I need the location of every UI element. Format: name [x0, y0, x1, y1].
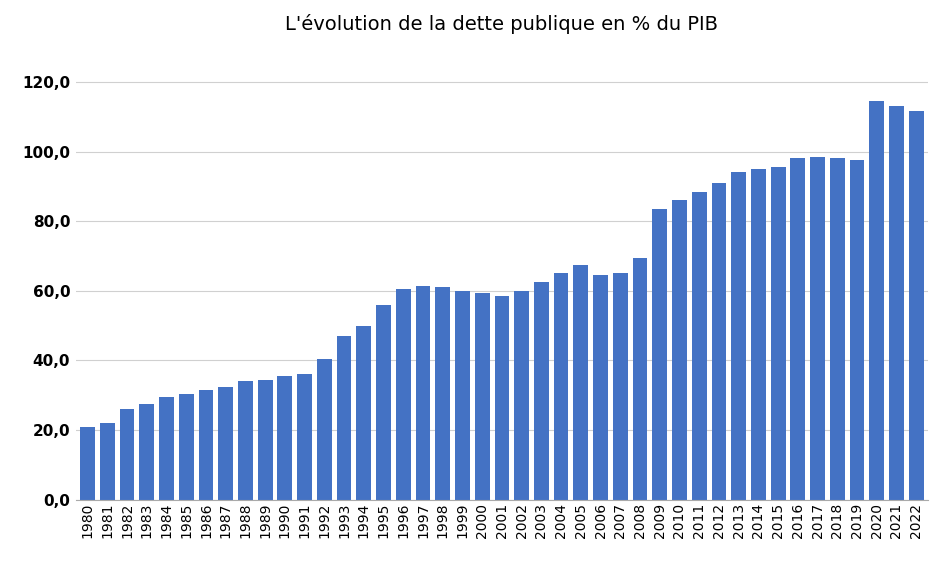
Bar — [238, 382, 253, 500]
Bar — [554, 273, 568, 500]
Bar — [652, 209, 667, 500]
Bar — [199, 390, 213, 500]
Title: L'évolution de la dette publique en % du PIB: L'évolution de la dette publique en % du… — [285, 14, 719, 34]
Bar — [889, 106, 903, 500]
Bar — [574, 265, 588, 500]
Bar — [613, 273, 628, 500]
Bar — [277, 376, 293, 500]
Bar — [811, 157, 825, 500]
Bar — [731, 172, 746, 500]
Bar — [633, 258, 648, 500]
Bar — [593, 275, 608, 500]
Bar — [376, 305, 391, 500]
Bar — [297, 375, 312, 500]
Bar — [830, 159, 845, 500]
Bar — [436, 288, 450, 500]
Bar — [356, 326, 371, 500]
Bar — [534, 282, 548, 500]
Bar — [258, 380, 273, 500]
Bar — [80, 427, 95, 500]
Bar — [179, 393, 193, 500]
Bar — [711, 183, 726, 500]
Bar — [396, 289, 411, 500]
Bar — [416, 286, 430, 500]
Bar — [337, 336, 351, 500]
Bar — [494, 296, 509, 500]
Bar — [869, 101, 884, 500]
Bar — [100, 423, 115, 500]
Bar — [514, 291, 529, 500]
Bar — [771, 167, 785, 500]
Bar — [751, 169, 766, 500]
Bar — [119, 409, 134, 500]
Bar — [849, 160, 865, 500]
Bar — [139, 404, 154, 500]
Bar — [909, 112, 923, 500]
Bar — [672, 201, 687, 500]
Bar — [317, 359, 331, 500]
Bar — [692, 192, 706, 500]
Bar — [219, 387, 233, 500]
Bar — [791, 159, 805, 500]
Bar — [456, 291, 470, 500]
Bar — [474, 293, 490, 500]
Bar — [159, 397, 174, 500]
